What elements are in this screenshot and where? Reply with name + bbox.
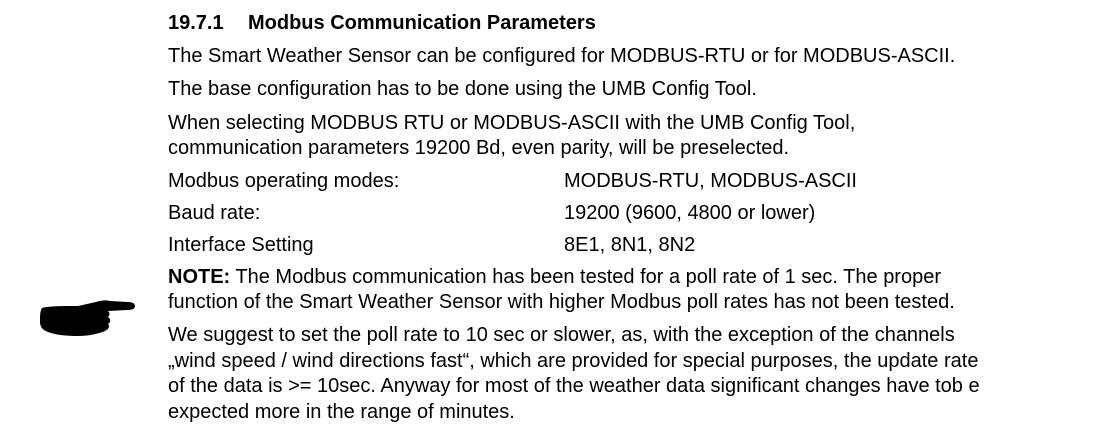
parameter-label: Interface Setting bbox=[168, 234, 314, 256]
pointing-hand-icon bbox=[40, 300, 135, 336]
parameter-value: 19200 (9600, 4800 or lower) bbox=[564, 202, 816, 224]
suggestion-line: of the data is >= 10sec. Anyway for most… bbox=[168, 375, 980, 397]
note-line1: NOTE: The Modbus communication has been … bbox=[168, 265, 955, 290]
section-number: 19.7.1 bbox=[168, 12, 224, 34]
paragraph-preselection: When selecting MODBUS RTU or MODBUS-ASCI… bbox=[168, 111, 855, 161]
paragraph-preselection-line1: When selecting MODBUS RTU or MODBUS-ASCI… bbox=[168, 112, 856, 134]
note-label: NOTE: bbox=[168, 266, 231, 288]
suggestion-paragraph: We suggest to set the poll rate to 10 se… bbox=[168, 323, 980, 425]
section-title: Modbus Communication Parameters bbox=[248, 12, 596, 34]
note-text: The Modbus communication has been tested… bbox=[230, 266, 941, 288]
parameter-value: 8E1, 8N1, 8N2 bbox=[564, 234, 696, 256]
parameter-row: Baud rate: 19200 (9600, 4800 or lower) bbox=[168, 201, 1068, 226]
parameter-row: Interface Setting 8E1, 8N1, 8N2 bbox=[168, 233, 1068, 258]
section-heading: 19.7.1 Modbus Communication Parameters bbox=[168, 12, 596, 35]
suggestion-line: We suggest to set the poll rate to 10 se… bbox=[168, 324, 955, 346]
paragraph-preselection-line2: communication parameters 19200 Bd, even … bbox=[168, 137, 790, 159]
note-block: NOTE: The Modbus communication has been … bbox=[168, 265, 955, 315]
parameter-label: Baud rate: bbox=[168, 202, 261, 224]
parameter-row: Modbus operating modes: MODBUS-RTU, MODB… bbox=[168, 169, 1068, 194]
parameter-value: MODBUS-RTU, MODBUS-ASCII bbox=[564, 170, 857, 192]
suggestion-line: expected more in the range of minutes. bbox=[168, 400, 515, 423]
paragraph-configuration-modes: The Smart Weather Sensor can be configur… bbox=[168, 45, 956, 67]
paragraph-base-configuration: The base configuration has to be done us… bbox=[168, 78, 757, 100]
parameter-label: Modbus operating modes: bbox=[168, 170, 400, 192]
note-line2: function of the Smart Weather Sensor wit… bbox=[168, 291, 955, 313]
suggestion-line: „wind speed / wind directions fast“, whi… bbox=[168, 349, 979, 372]
